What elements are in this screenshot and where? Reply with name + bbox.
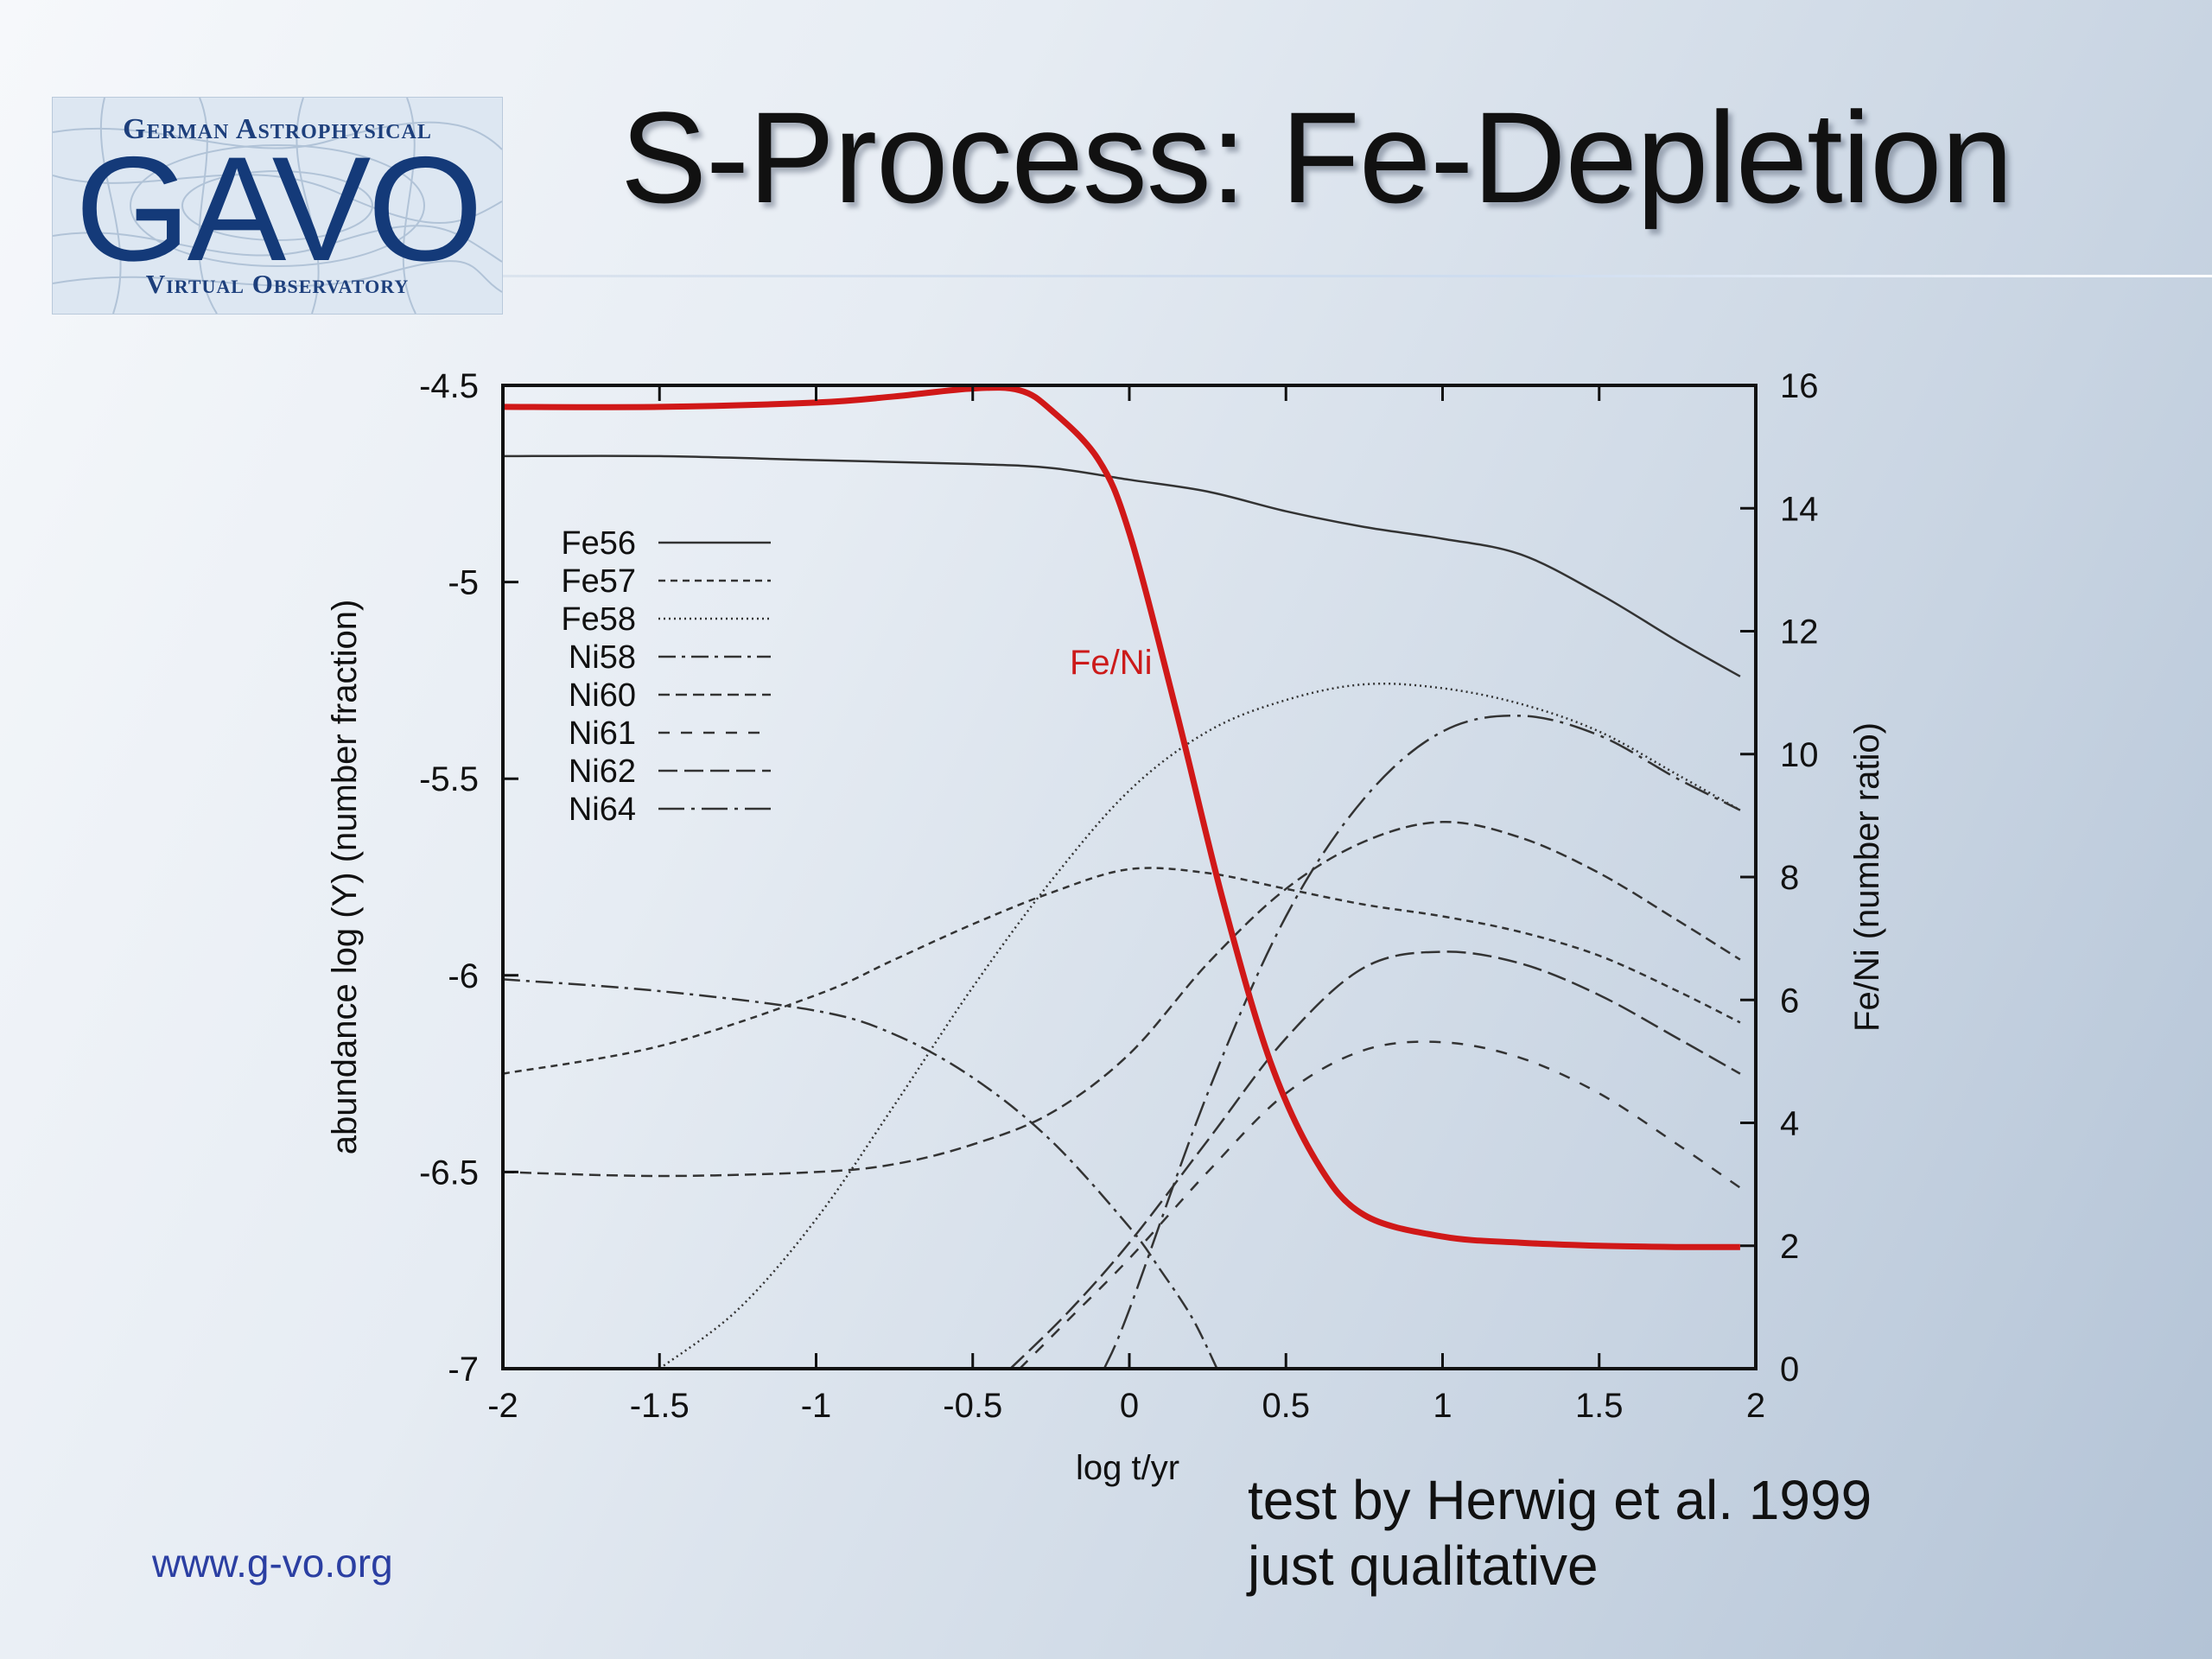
- legend-label-ni64: Ni64: [569, 791, 636, 828]
- series-line-fe58: [658, 682, 1741, 1370]
- x-tick-label: 1.5: [1575, 1387, 1624, 1425]
- chart-marks: [502, 385, 1741, 1370]
- y-tick-label-right: 2: [1780, 1228, 1799, 1266]
- series-line-ni62: [1009, 950, 1741, 1370]
- legend-label-ni60: Ni60: [569, 677, 636, 714]
- y-tick-label-left: -6: [448, 957, 479, 995]
- y-tick-label-left: -6.5: [419, 1154, 479, 1192]
- series-line-fe57: [502, 867, 1741, 1075]
- citation-line-1: test by Herwig et al. 1999: [1248, 1469, 1872, 1531]
- x-tick-label: 0: [1120, 1387, 1139, 1425]
- legend-label-fe56: Fe56: [561, 525, 636, 562]
- logo-top-text: German Astrophysical: [123, 113, 432, 145]
- y-tick-label-left: -4.5: [419, 367, 479, 405]
- series-line-fe56: [502, 454, 1741, 677]
- x-tick-label: -2: [487, 1387, 518, 1425]
- y-tick-label-right: 12: [1780, 613, 1819, 652]
- y-tick-label-right: 14: [1780, 490, 1819, 528]
- plot-frame: [501, 384, 1758, 1370]
- page-title: S-Process: Fe-Depletion: [620, 85, 2013, 230]
- title-divider: [501, 275, 2212, 277]
- logo-main-text: GAVO: [74, 126, 483, 292]
- legend-label-fe57: Fe57: [561, 563, 636, 600]
- y-axis-label-right: Fe/Ni (number ratio): [1848, 722, 1886, 1032]
- y-tick-label-right: 0: [1780, 1351, 1799, 1389]
- citation-line-2: just qualitative: [1248, 1535, 1599, 1597]
- series-line-ni58: [502, 978, 1218, 1370]
- x-axis-label: log t/yr: [1076, 1449, 1179, 1487]
- chart-ticks: -2 -1.5 -1 -0.5 0 0.5 1 1.5 2 -4.5 -5 -5.5 -6 -6.5 -7 1…: [419, 367, 1818, 1425]
- legend-label-ni62: Ni62: [569, 753, 636, 790]
- series-line-ni64: [1103, 715, 1741, 1370]
- y-axis-label-left: abundance log (Y) (number fraction): [326, 600, 364, 1155]
- series-line-ni61: [1019, 1040, 1741, 1370]
- citation-note: test by Herwig et al. 1999 just qualitat…: [1248, 1467, 1872, 1599]
- y-tick-label-left: -7: [448, 1351, 479, 1389]
- x-tick-label: 1: [1433, 1387, 1452, 1425]
- x-tick-label: -1.5: [630, 1387, 690, 1425]
- x-tick-label: -0.5: [943, 1387, 1002, 1425]
- logo-bottom-text: Virtual Observatory: [145, 269, 410, 299]
- y-tick-label-right: 10: [1780, 736, 1819, 774]
- series-line-fe-ni: [502, 385, 1740, 1250]
- y-tick-label-right: 6: [1780, 982, 1799, 1020]
- series-line-ni60: [502, 821, 1741, 1178]
- y-tick-label-right: 4: [1780, 1105, 1799, 1143]
- legend-label-ni58: Ni58: [569, 639, 636, 676]
- footer-url-link[interactable]: www.g-vo.org: [152, 1541, 393, 1586]
- logo-swirl-graphic: [53, 98, 502, 314]
- x-tick-label: 0.5: [1262, 1387, 1310, 1425]
- y-tick-label-left: -5.5: [419, 760, 479, 798]
- y-tick-label-left: -5: [448, 564, 479, 602]
- x-tick-label: 2: [1746, 1387, 1765, 1425]
- x-tick-label: -1: [801, 1387, 832, 1425]
- legend-label-ni61: Ni61: [569, 715, 636, 752]
- fe-ni-annotation: Fe/Ni: [1070, 644, 1153, 682]
- legend-label-fe58: Fe58: [561, 601, 636, 638]
- y-tick-label-right: 8: [1780, 859, 1799, 897]
- y-tick-label-right: 16: [1780, 367, 1819, 405]
- gavo-logo: German Astrophysical GAVO Virtual Observ…: [52, 97, 503, 315]
